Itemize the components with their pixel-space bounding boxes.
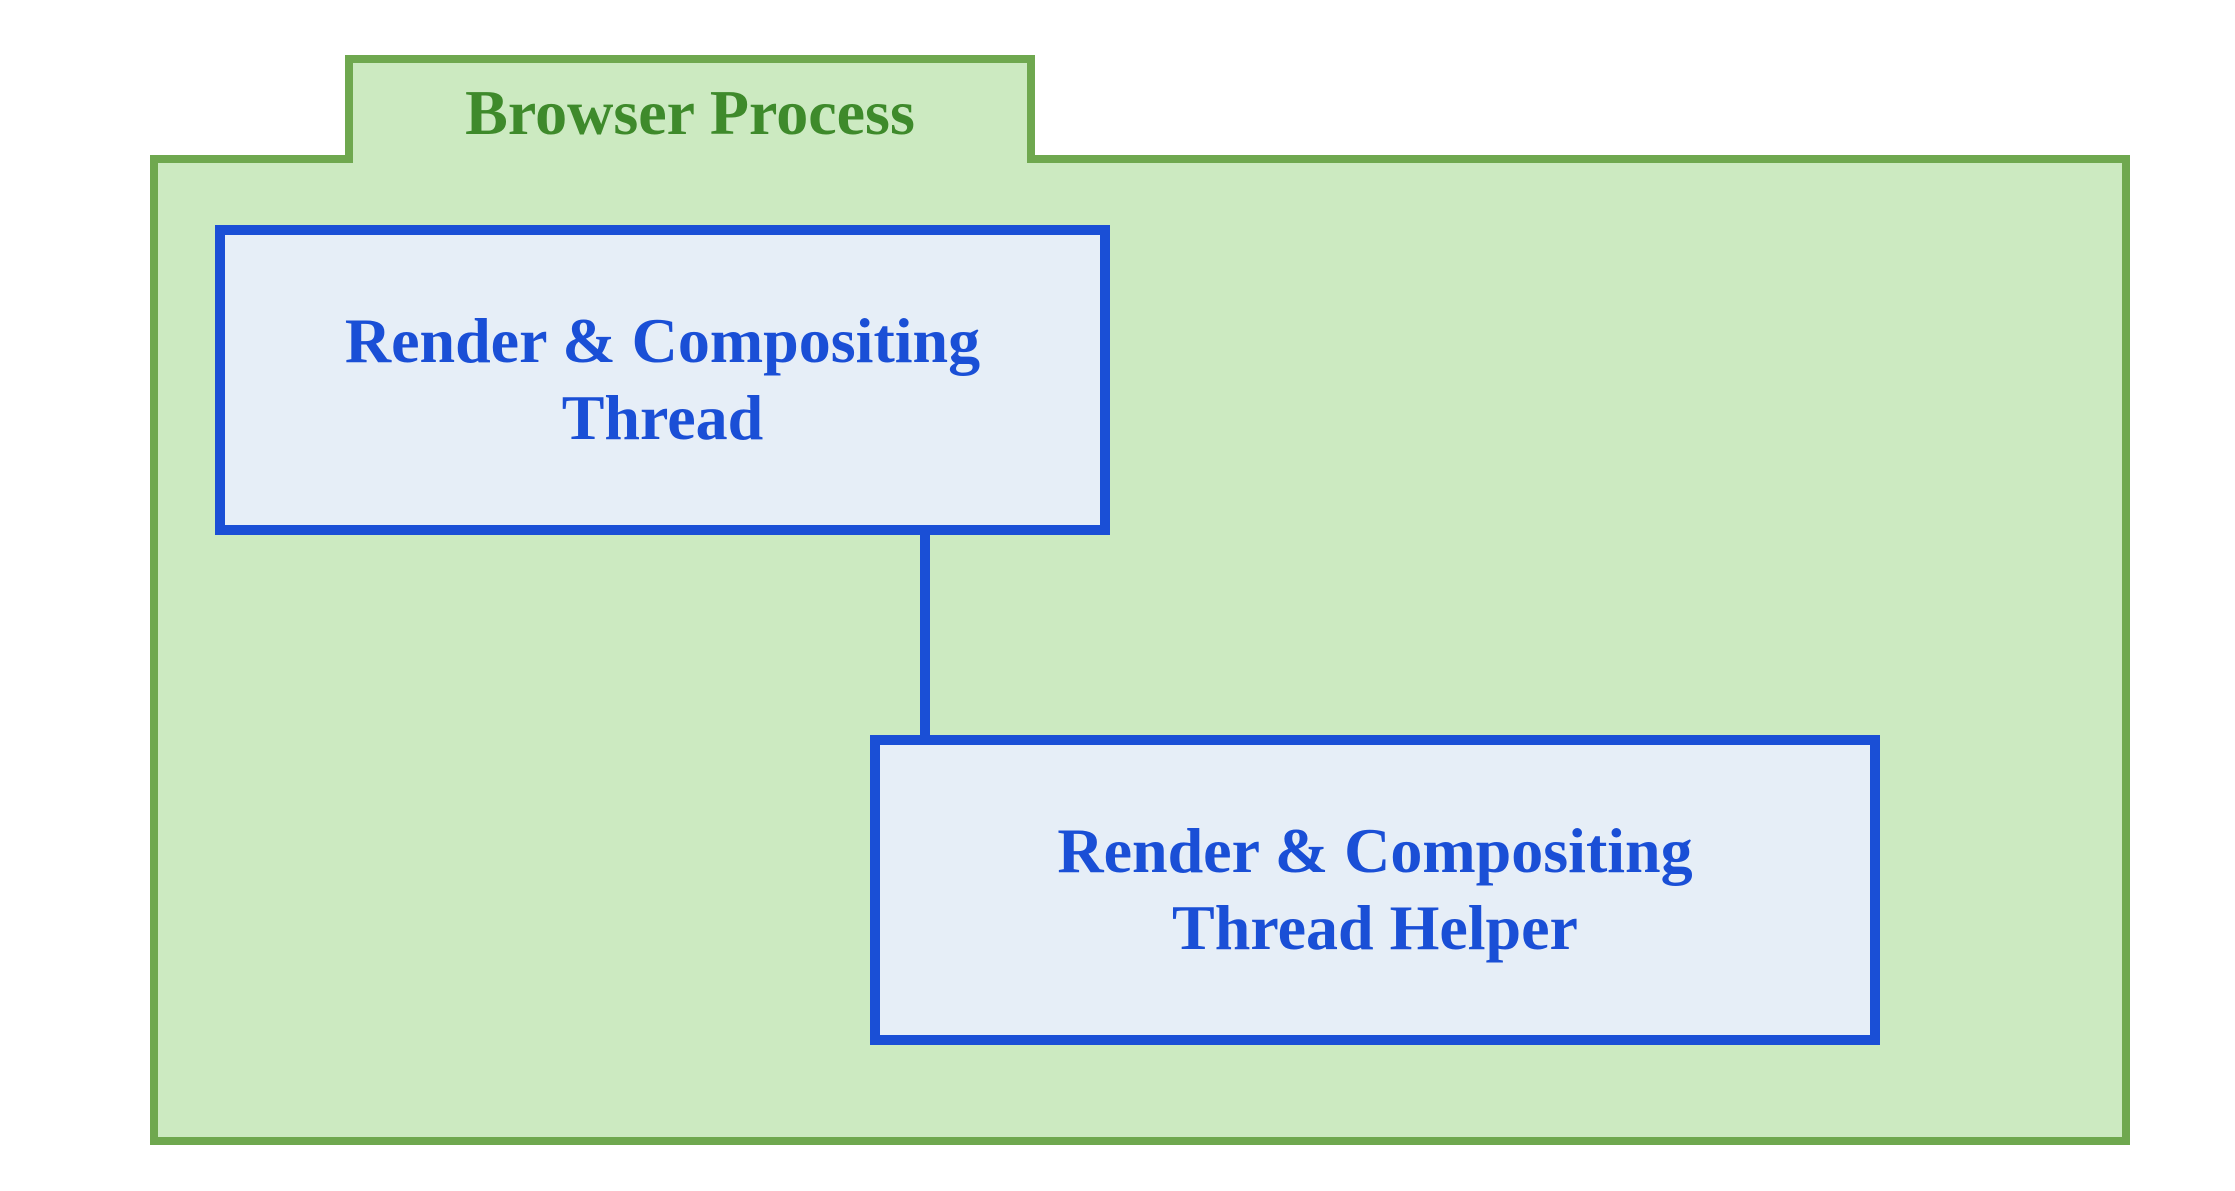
node-render-thread: Render & CompositingThread	[215, 225, 1110, 535]
node-label-render-thread: Render & CompositingThread	[325, 293, 1000, 467]
diagram-canvas: Browser Process Render & CompositingThrea…	[0, 0, 2235, 1191]
browser-process-tab: Browser Process	[345, 55, 1035, 163]
edge-render-thread-to-render-thread-helper	[920, 535, 930, 735]
node-render-thread-helper: Render & CompositingThread Helper	[870, 735, 1880, 1045]
browser-process-label: Browser Process	[465, 76, 915, 150]
node-label-render-thread-helper: Render & CompositingThread Helper	[1037, 803, 1712, 977]
